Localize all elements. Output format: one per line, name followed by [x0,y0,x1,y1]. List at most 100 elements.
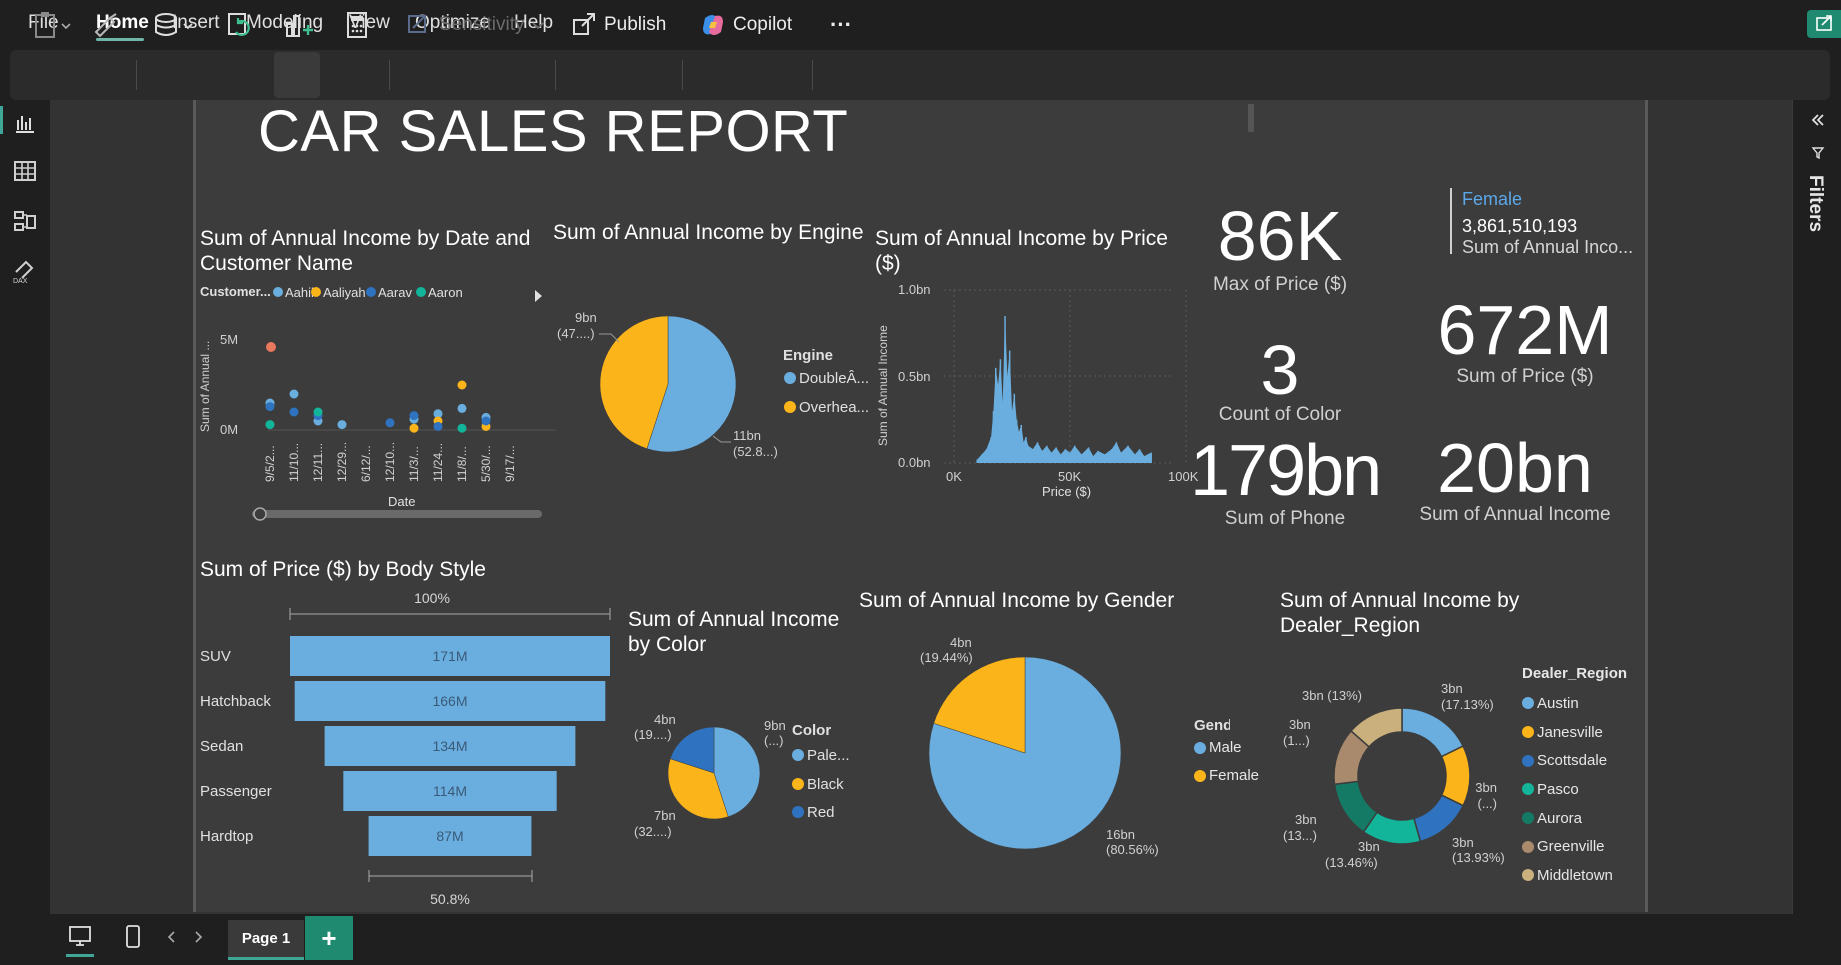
paste-button[interactable] [32,8,76,42]
gender-label-b-value: 16bn [1106,827,1135,842]
more-options-button[interactable]: ··· [830,12,852,37]
funnel-chart[interactable]: 100% 171M SUV 166M Hatchback 134M Sedan 114M Pa… [196,586,616,912]
engine-legend-swatch-b [784,401,796,413]
copilot-label: Copilot [733,14,793,35]
scatter-point[interactable] [457,403,467,413]
expand-pane-icon[interactable] [1809,112,1825,128]
refresh-button[interactable] [224,8,254,42]
table-view-icon[interactable] [12,158,38,184]
engine-label-b-value: 11bn [733,428,761,443]
color-legend-title: Color [792,722,831,739]
color-label-b-value: 9bn [764,718,786,733]
region-label-aurora-pct: (13...) [1283,828,1317,843]
dax-query-icon[interactable]: DAX [12,258,38,284]
menu-modeling[interactable]: Modeling [246,12,324,33]
engine-label-a-pct: (47....) [557,326,595,341]
scatter-point[interactable] [457,423,467,433]
price-xtick-100k: 100K [1168,469,1199,484]
menu-active-indicator [96,38,144,41]
funnel-category-label: Hatchback [200,693,271,710]
region-label-janesville-pct: (...) [1478,796,1498,811]
scatter-point[interactable] [289,389,299,399]
filters-pane-collapsed[interactable] [1792,100,1841,914]
get-data-button[interactable] [152,8,198,42]
desktop-layout-icon[interactable] [68,924,92,950]
funnel-bar[interactable] [368,816,532,856]
format-painter-button[interactable] [92,8,120,42]
scatter-xtick: 11/8/... [455,446,469,482]
gender-legend-male: Male [1194,739,1242,756]
new-visual-icon [286,15,313,37]
menu-optimize[interactable]: Optimize [415,12,490,33]
funnel-bar[interactable] [290,636,610,676]
region-donut-chart[interactable]: 3bn (13%) 3bn (17.13%) 3bn (1...) 3bn (.… [1278,675,1508,880]
mobile-layout-icon[interactable] [124,924,142,950]
color-legend-item-black: Black [807,776,844,793]
publish-button[interactable]: Publish [570,8,666,42]
brush-icon [94,13,117,38]
page-tab-1[interactable]: Page 1 [228,920,304,960]
funnel-bar[interactable] [343,771,557,811]
region-label-scottsdale-value: 3bn [1452,835,1474,850]
menu-insert[interactable]: Insert [172,12,220,33]
scatter-point[interactable] [265,402,275,412]
scatter-point[interactable] [457,380,467,390]
copilot-button[interactable]: Copilot [699,8,792,42]
color-label-c-value: 7bn [654,808,676,823]
model-view-icon[interactable] [12,208,38,234]
scatter-point[interactable] [385,418,395,428]
engine-pie-slice [646,315,737,453]
new-visual-button[interactable] [283,8,313,42]
gender-pie-chart[interactable]: 4bn (19.44%) 16bn (80.56%) Gender [900,630,1230,865]
region-label-greenville: 3bn (13%) [1302,688,1362,703]
region-label-austin-pct: (17.13%) [1441,697,1494,712]
scatter-point[interactable] [313,407,323,417]
scatter-point[interactable] [266,342,276,352]
engine-pie-chart[interactable]: 9bn (47....) 11bn (52.8...) Engine Doubl… [553,298,875,478]
menu-help[interactable]: Help [514,12,554,33]
scatter-scroll-handle[interactable] [253,507,267,521]
scatter-point[interactable] [481,416,491,426]
scatter-chart[interactable]: Customer... Aahil Aaliyah Aarav Aaron Sum o… [196,282,556,524]
view-switcher-rail: DAX [0,100,50,920]
add-page-button[interactable]: + [305,916,353,960]
color-pie-slices [667,726,761,820]
scatter-point[interactable] [409,423,419,433]
new-measure-button[interactable] [344,8,370,42]
gender-legend-label-male: Male [1209,739,1242,756]
share-button[interactable] [1807,10,1841,38]
scatter-point[interactable] [409,411,419,421]
color-pie-chart[interactable]: 4bn (19....) 9bn (...) 7bn (32....) Colo… [630,706,870,846]
scatter-point[interactable] [337,420,347,430]
funnel-category-label: Sedan [200,738,243,755]
kpi-count-color-label: Count of Color [1218,404,1342,425]
scatter-xlabel: Date [388,494,415,509]
legend-next-arrow[interactable] [535,290,542,302]
next-page-icon[interactable] [192,930,204,944]
prev-page-icon[interactable] [166,930,178,944]
canvas-scrollbar[interactable] [1248,104,1254,132]
scatter-point[interactable] [433,409,443,419]
scatter-scrollbar[interactable] [252,510,542,518]
funnel-bottom-pct: 50.8% [430,891,470,907]
price-area-chart[interactable]: Sum of Annual Income 1.0bn 0.5bn 0.0bn 0… [870,280,1200,505]
filters-label[interactable]: Filters [1805,175,1826,233]
scatter-point[interactable] [265,420,275,430]
report-view-icon[interactable] [12,110,38,136]
sensitivity-button[interactable]: Sensitivity [405,8,545,42]
price-xtick-50k: 50K [1058,469,1081,484]
gender-legend-title: Gender [1194,717,1230,734]
funnel-bar[interactable] [294,681,606,721]
kpi-sum-income-value: 20bn [1437,429,1593,507]
scatter-point[interactable] [289,407,299,417]
kpi-sum-phone-value: 179bn [1190,431,1382,511]
funnel-bar[interactable] [324,726,576,766]
scatter-point[interactable] [433,421,443,431]
engine-leader-a [599,333,620,343]
engine-leader-b [712,435,731,443]
calculator-icon [347,12,367,38]
region-legend-swatch [1522,869,1534,882]
color-legend-swatch-red [792,806,804,818]
region-legend-label: Middletown [1537,866,1613,884]
scatter-legend-swatch [366,287,376,297]
